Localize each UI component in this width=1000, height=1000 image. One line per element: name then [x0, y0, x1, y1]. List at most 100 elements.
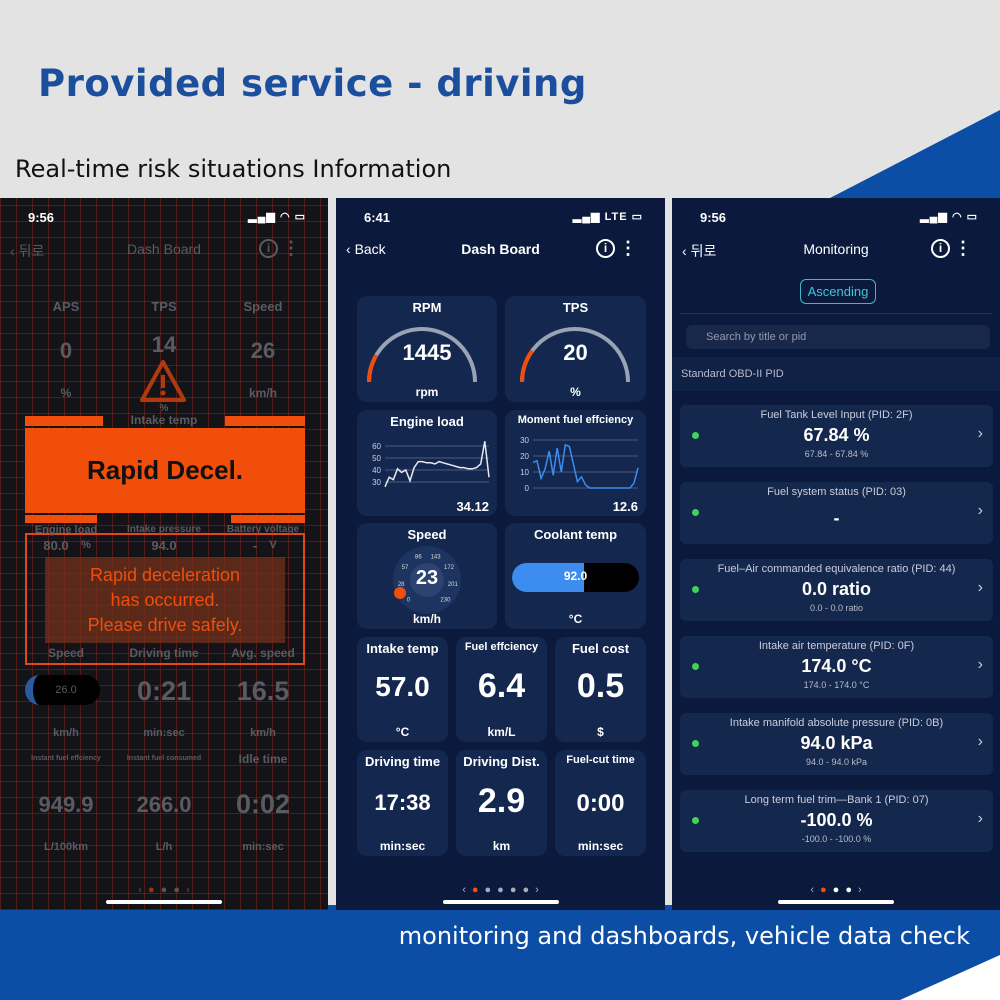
tile-value: 0:21: [136, 676, 192, 706]
gauge-label: Speed: [243, 299, 283, 314]
y-tick-label: 30: [520, 436, 529, 445]
tile-value: 949.9: [38, 792, 94, 817]
info-icon[interactable]: i: [259, 239, 278, 258]
alert-grid-overlay: [0, 198, 328, 910]
pid-list-item[interactable]: Intake manifold absolute pressure (PID: …: [680, 713, 993, 775]
pid-list-item[interactable]: Fuel system status (PID: 03) - ›: [680, 482, 993, 544]
alert-box: Rapid deceleration has occurred. Please …: [25, 533, 305, 665]
card-label: Intake temp: [366, 641, 439, 656]
info-icon[interactable]: i: [596, 239, 615, 258]
chevron-right-icon: ›: [977, 425, 983, 442]
coolant-card[interactable]: Coolant temp 92.0 °C: [505, 523, 646, 629]
status-dot-icon: [692, 817, 699, 824]
speed-card[interactable]: Speed 0 28 57 86 143 172 201 230 23 km/h: [357, 523, 497, 629]
search-input[interactable]: Search by title or pid: [686, 325, 990, 349]
pid-title: Fuel–Air commanded equivalence ratio (PI…: [717, 563, 956, 575]
card-value: 6.4: [477, 667, 526, 705]
divider: [680, 313, 992, 314]
chevron-right-icon: ›: [977, 656, 983, 673]
fuel-cost-card[interactable]: Fuel cost 0.5 $: [555, 637, 646, 742]
fuelcut-time-card[interactable]: Fuel-cut time 0:00 min:sec: [555, 750, 646, 856]
banner-tab: [25, 515, 97, 523]
pid-list-item[interactable]: Fuel–Air commanded equivalence ratio (PI…: [680, 559, 993, 621]
status-dot-icon: [692, 509, 699, 516]
fuel-eff-card[interactable]: Fuel effciency 6.4 km/L: [456, 637, 547, 742]
pid-list-item[interactable]: Fuel Tank Level Input (PID: 2F) 67.84 % …: [680, 405, 993, 467]
engine-load-chart: 60 50 40 30: [372, 441, 490, 488]
tile-label: Driving time: [129, 646, 199, 660]
card-value: 23: [415, 567, 439, 589]
card-unit: km/h: [412, 612, 441, 626]
footer-caption: monitoring and dashboards, vehicle data …: [398, 922, 970, 950]
status-bar: 6:41 ▂▄▆ LTE ▭: [336, 208, 665, 228]
banner-tab: [231, 515, 305, 523]
gauge-unit: km/h: [248, 386, 277, 400]
card-label: Speed: [407, 527, 447, 542]
warning-triangle-icon: [140, 360, 186, 402]
chevron-right-icon: ›: [977, 810, 983, 827]
speed-tick-label: 28: [398, 582, 405, 588]
nav-title: Dash Board: [461, 241, 540, 257]
alert-line: has occurred.: [110, 590, 220, 610]
sort-ascending-button[interactable]: Ascending: [800, 279, 876, 304]
tile-unit: min:sec: [242, 841, 284, 853]
card-value: 20: [563, 340, 588, 365]
page-indicator[interactable]: ‹ ● ● ● ›: [138, 884, 190, 896]
gauge-value: 0: [59, 338, 73, 363]
pid-value: -100.0 %: [800, 810, 873, 830]
pid-value: 0.0 ratio: [801, 579, 872, 599]
tps-gauge: [519, 327, 630, 383]
home-indicator: [778, 900, 894, 904]
card-label: Coolant temp: [533, 527, 618, 542]
signal-battery-icon: ▂▄▆ LTE ▭: [572, 211, 643, 223]
pid-list-item[interactable]: Intake air temperature (PID: 0F) 174.0 °…: [680, 636, 993, 698]
tile-label: Battery voltage: [226, 524, 300, 535]
phone-alert-screen: 9:56 ▂▄▆ ◠ ▭ ‹ 뒤로 Dash Board i ⋮ APS TPS …: [0, 198, 328, 910]
speed-tick-label: 86: [415, 555, 422, 561]
gauge-value: 26: [250, 338, 276, 363]
back-label: 뒤로: [690, 243, 717, 259]
rpm-card[interactable]: RPM 1445 rpm: [357, 296, 497, 402]
speed-tick-label: 0: [407, 597, 411, 603]
driving-dist-card[interactable]: Driving Dist. 2.9 km: [456, 750, 547, 856]
pid-value: 174.0 °C: [801, 656, 872, 676]
tile-unit: %: [81, 539, 91, 551]
back-button[interactable]: ‹ 뒤로: [10, 243, 45, 259]
tile-unit: km/h: [53, 727, 79, 739]
tile-value: 0:02: [235, 789, 291, 819]
info-icon[interactable]: i: [931, 239, 950, 258]
page-indicator[interactable]: ‹ ● ● ● ›: [810, 884, 862, 896]
tile-unit: km/h: [250, 727, 276, 739]
alert-line: Rapid deceleration: [89, 565, 241, 585]
tile-unit: V: [269, 539, 277, 551]
moment-fuel-card[interactable]: Moment fuel effciency 30 20 10 0 12.6: [505, 410, 646, 516]
pid-title: Intake air temperature (PID: 0F): [758, 640, 915, 652]
tile-label: Avg. speed: [231, 646, 295, 660]
back-button[interactable]: ‹ Back: [346, 241, 386, 257]
tile-value: 26.0: [55, 684, 77, 696]
intake-temp-card[interactable]: Intake temp 57.0 °C: [357, 637, 448, 742]
tile-label: Engine load: [34, 524, 98, 536]
network-label: LTE: [604, 211, 628, 223]
tps-card[interactable]: TPS 20 %: [505, 296, 646, 402]
tile-label: Instant fuel consumed: [126, 755, 202, 762]
status-dot-icon: [692, 740, 699, 747]
speed-tick-label: 143: [431, 555, 442, 561]
card-unit: min:sec: [379, 839, 426, 853]
card-label: Moment fuel effciency: [517, 414, 634, 426]
status-bar: 9:56 ▂▄▆ ◠ ▭: [672, 208, 1000, 228]
more-icon[interactable]: ⋮: [619, 238, 637, 258]
back-button[interactable]: ‹ 뒤로: [682, 243, 717, 259]
pid-list-item[interactable]: Long term fuel trim—Bank 1 (PID: 07) -10…: [680, 790, 993, 852]
tile-value: 266.0: [136, 792, 192, 817]
engine-load-card[interactable]: Engine load 60 50 40 30 34.12: [357, 410, 497, 516]
status-dot-icon: [692, 586, 699, 593]
page-indicator[interactable]: ‹ ● ● ● ● ● ›: [462, 884, 539, 896]
driving-time-card[interactable]: Driving time 17:38 min:sec: [357, 750, 448, 856]
y-tick-label: 40: [372, 466, 381, 475]
card-unit: %: [570, 385, 581, 399]
nav-bar: ‹ 뒤로 Dash Board i ⋮: [0, 238, 328, 262]
tile-value: -: [252, 538, 258, 553]
more-icon[interactable]: ⋮: [954, 238, 972, 258]
more-icon[interactable]: ⋮: [282, 238, 300, 258]
